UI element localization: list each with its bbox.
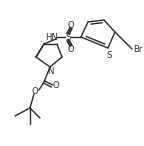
Text: O: O <box>68 45 74 53</box>
Text: N: N <box>47 66 53 75</box>
Text: O: O <box>68 20 74 29</box>
Text: Br: Br <box>133 45 143 53</box>
Text: O: O <box>53 81 59 91</box>
Text: HN: HN <box>46 33 58 41</box>
Text: S: S <box>65 33 71 41</box>
Text: ·: · <box>40 37 43 47</box>
Text: O: O <box>32 87 38 97</box>
Text: S: S <box>106 51 112 60</box>
